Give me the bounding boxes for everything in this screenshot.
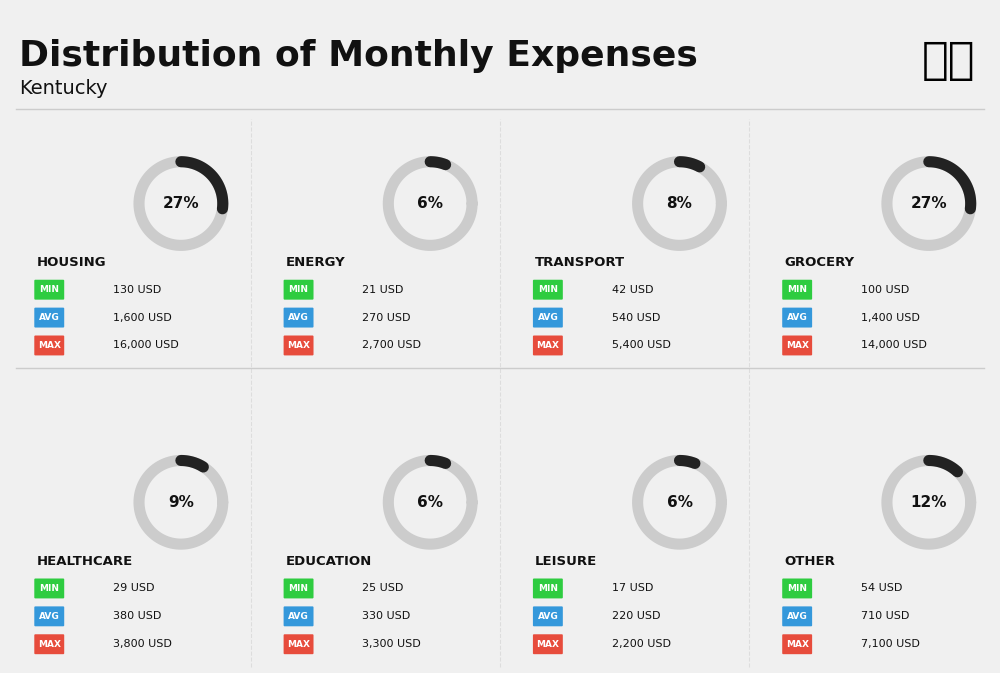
FancyBboxPatch shape xyxy=(533,336,563,355)
Text: MAX: MAX xyxy=(536,341,559,350)
Text: MIN: MIN xyxy=(289,285,309,294)
Text: Kentucky: Kentucky xyxy=(19,79,108,98)
Text: 🇺🇸: 🇺🇸 xyxy=(922,39,976,82)
Text: MAX: MAX xyxy=(38,640,61,649)
Text: AVG: AVG xyxy=(288,612,309,621)
Text: 12%: 12% xyxy=(911,495,947,510)
Text: 16,000 USD: 16,000 USD xyxy=(113,341,179,351)
Text: MIN: MIN xyxy=(39,584,59,593)
FancyBboxPatch shape xyxy=(34,280,64,299)
FancyBboxPatch shape xyxy=(284,336,314,355)
Text: 710 USD: 710 USD xyxy=(861,611,909,621)
FancyBboxPatch shape xyxy=(34,579,64,598)
FancyBboxPatch shape xyxy=(533,634,563,654)
FancyBboxPatch shape xyxy=(782,579,812,598)
Text: AVG: AVG xyxy=(39,612,60,621)
Text: 21 USD: 21 USD xyxy=(362,285,404,295)
Text: ENERGY: ENERGY xyxy=(286,256,345,269)
FancyBboxPatch shape xyxy=(284,280,314,299)
Text: AVG: AVG xyxy=(537,612,558,621)
FancyBboxPatch shape xyxy=(533,280,563,299)
Text: MIN: MIN xyxy=(538,285,558,294)
FancyBboxPatch shape xyxy=(782,606,812,627)
FancyBboxPatch shape xyxy=(34,606,64,627)
Text: MIN: MIN xyxy=(39,285,59,294)
FancyBboxPatch shape xyxy=(284,634,314,654)
Text: 1,400 USD: 1,400 USD xyxy=(861,312,920,322)
FancyBboxPatch shape xyxy=(284,606,314,627)
FancyBboxPatch shape xyxy=(284,579,314,598)
FancyBboxPatch shape xyxy=(782,308,812,328)
Text: LEISURE: LEISURE xyxy=(535,555,597,568)
Text: 380 USD: 380 USD xyxy=(113,611,161,621)
Text: MIN: MIN xyxy=(787,584,807,593)
FancyBboxPatch shape xyxy=(782,336,812,355)
FancyBboxPatch shape xyxy=(533,606,563,627)
Text: 330 USD: 330 USD xyxy=(362,611,411,621)
Text: HEALTHCARE: HEALTHCARE xyxy=(36,555,133,568)
Text: 2,700 USD: 2,700 USD xyxy=(362,341,421,351)
Text: MIN: MIN xyxy=(787,285,807,294)
Text: 6%: 6% xyxy=(417,495,443,510)
FancyBboxPatch shape xyxy=(782,280,812,299)
Text: AVG: AVG xyxy=(537,313,558,322)
Text: AVG: AVG xyxy=(787,612,808,621)
Text: MIN: MIN xyxy=(538,584,558,593)
FancyBboxPatch shape xyxy=(34,634,64,654)
Text: MIN: MIN xyxy=(289,584,309,593)
Text: 7,100 USD: 7,100 USD xyxy=(861,639,920,649)
Text: AVG: AVG xyxy=(39,313,60,322)
Text: 6%: 6% xyxy=(666,495,692,510)
FancyBboxPatch shape xyxy=(782,634,812,654)
Text: 54 USD: 54 USD xyxy=(861,583,902,594)
FancyBboxPatch shape xyxy=(533,579,563,598)
Text: TRANSPORT: TRANSPORT xyxy=(535,256,625,269)
Text: EDUCATION: EDUCATION xyxy=(286,555,372,568)
Text: 1,600 USD: 1,600 USD xyxy=(113,312,172,322)
Text: MAX: MAX xyxy=(287,640,310,649)
Text: 5,400 USD: 5,400 USD xyxy=(612,341,671,351)
Text: HOUSING: HOUSING xyxy=(36,256,106,269)
Text: MAX: MAX xyxy=(287,341,310,350)
Text: 130 USD: 130 USD xyxy=(113,285,161,295)
Text: MAX: MAX xyxy=(536,640,559,649)
Text: 14,000 USD: 14,000 USD xyxy=(861,341,927,351)
Text: 540 USD: 540 USD xyxy=(612,312,660,322)
FancyBboxPatch shape xyxy=(284,308,314,328)
Text: 3,300 USD: 3,300 USD xyxy=(362,639,421,649)
Text: Distribution of Monthly Expenses: Distribution of Monthly Expenses xyxy=(19,39,698,73)
Text: 6%: 6% xyxy=(417,196,443,211)
Text: 8%: 8% xyxy=(667,196,692,211)
Text: 220 USD: 220 USD xyxy=(612,611,660,621)
FancyBboxPatch shape xyxy=(533,308,563,328)
Text: 29 USD: 29 USD xyxy=(113,583,155,594)
Text: OTHER: OTHER xyxy=(784,555,835,568)
Text: 27%: 27% xyxy=(163,196,199,211)
Text: AVG: AVG xyxy=(787,313,808,322)
Text: 42 USD: 42 USD xyxy=(612,285,653,295)
Text: 2,200 USD: 2,200 USD xyxy=(612,639,671,649)
FancyBboxPatch shape xyxy=(34,336,64,355)
Text: 100 USD: 100 USD xyxy=(861,285,909,295)
Text: 270 USD: 270 USD xyxy=(362,312,411,322)
Text: AVG: AVG xyxy=(288,313,309,322)
Text: MAX: MAX xyxy=(786,640,809,649)
Text: 9%: 9% xyxy=(168,495,194,510)
FancyBboxPatch shape xyxy=(34,308,64,328)
Text: GROCERY: GROCERY xyxy=(784,256,854,269)
Text: 17 USD: 17 USD xyxy=(612,583,653,594)
Text: 3,800 USD: 3,800 USD xyxy=(113,639,172,649)
Text: 25 USD: 25 USD xyxy=(362,583,404,594)
Text: MAX: MAX xyxy=(38,341,61,350)
Text: 27%: 27% xyxy=(910,196,947,211)
Text: MAX: MAX xyxy=(786,341,809,350)
